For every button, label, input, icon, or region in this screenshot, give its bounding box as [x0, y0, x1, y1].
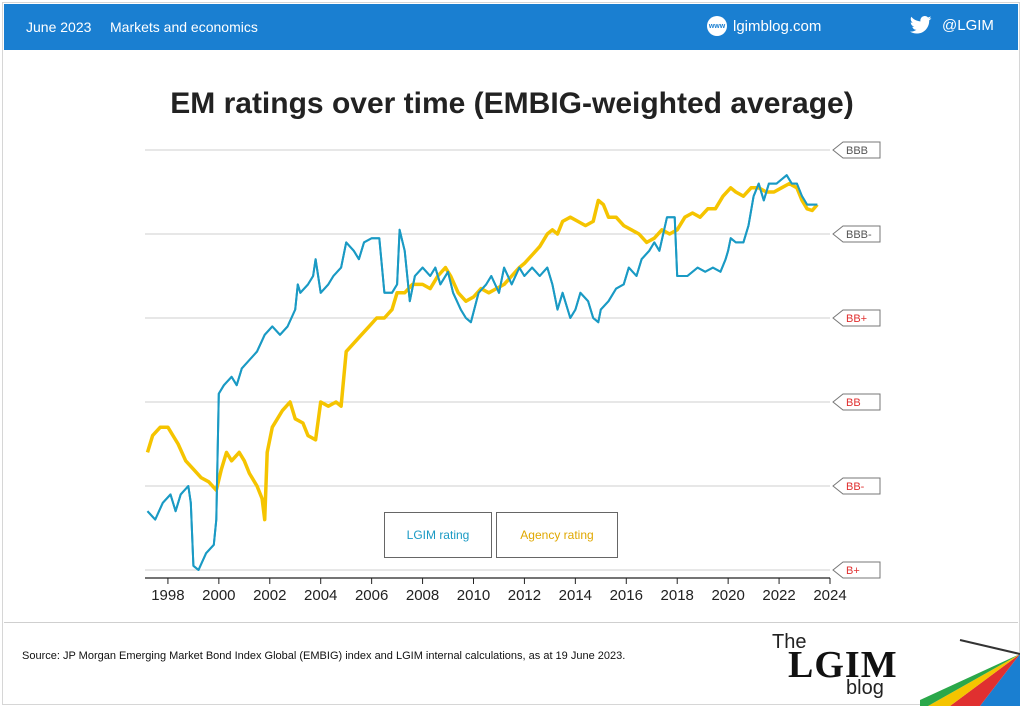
x-tick-label: 2010: [457, 587, 490, 604]
header-bar: June 2023 Markets and economics www lgim…: [4, 4, 1018, 50]
logo-the: The: [772, 631, 807, 653]
logo-lgim: LGIM: [788, 644, 898, 686]
x-tick-label: 2008: [406, 587, 439, 604]
footer: [4, 622, 1018, 705]
x-tick-label: 2024: [813, 587, 846, 604]
y-tick-label: B+: [846, 565, 860, 577]
x-tick-label: 2002: [253, 587, 286, 604]
legend-label-lgim: LGIM rating: [406, 528, 470, 542]
header-date: June 2023: [26, 19, 92, 35]
y-tick-label: BB+: [846, 313, 867, 325]
x-tick-label: 2018: [661, 587, 694, 604]
globe-icon: www: [707, 16, 727, 36]
x-tick-label: 1998: [151, 587, 184, 604]
x-tick-label: 2000: [202, 587, 235, 604]
legend-item-agency: Agency rating: [496, 512, 618, 558]
y-tick-label: BBB-: [846, 229, 872, 241]
x-tick-label: 2004: [304, 587, 337, 604]
legend-item-lgim: LGIM rating: [384, 512, 492, 558]
y-tag-box: [832, 561, 881, 579]
x-tick-label: 2006: [355, 587, 388, 604]
logo-blog: blog: [846, 677, 884, 699]
legend-label-agency: Agency rating: [520, 528, 594, 542]
twitter-handle: @LGIM: [942, 16, 994, 34]
y-tag-box: [832, 225, 881, 243]
twitter-link[interactable]: @LGIM: [910, 16, 994, 34]
series-line-lgim-overlay: [146, 174, 818, 571]
site-link[interactable]: www lgimblog.com: [707, 16, 821, 36]
chart-title: EM ratings over time (EMBIG-weighted ave…: [170, 87, 854, 120]
y-tick-label: BBB: [846, 145, 868, 157]
y-tag-box: [832, 141, 881, 159]
site-label: lgimblog.com: [733, 17, 822, 35]
y-tag-box: [832, 309, 881, 327]
y-tag-box: [832, 477, 881, 495]
y-tick-label: BB: [846, 397, 861, 409]
twitter-icon: [910, 16, 932, 34]
x-tick-label: 2022: [762, 587, 795, 604]
header-section-link[interactable]: Markets and economics: [110, 19, 258, 35]
series-line-agency: [145, 181, 819, 522]
umbrella-icon: [920, 639, 1020, 706]
x-tick-label: 2020: [711, 587, 744, 604]
ratings-line-chart: BBB BBB- BB+ BB BB- B+ 1998 2000 2002 2004 2006 200…: [145, 141, 881, 604]
y-tick-label: BB-: [846, 481, 865, 493]
x-tick-label: 2014: [559, 587, 592, 604]
x-tick-label: 2016: [610, 587, 643, 604]
source-note: Source: JP Morgan Emerging Market Bond I…: [22, 650, 626, 662]
y-tag-box: [832, 393, 881, 411]
x-tick-label: 2012: [508, 587, 541, 604]
